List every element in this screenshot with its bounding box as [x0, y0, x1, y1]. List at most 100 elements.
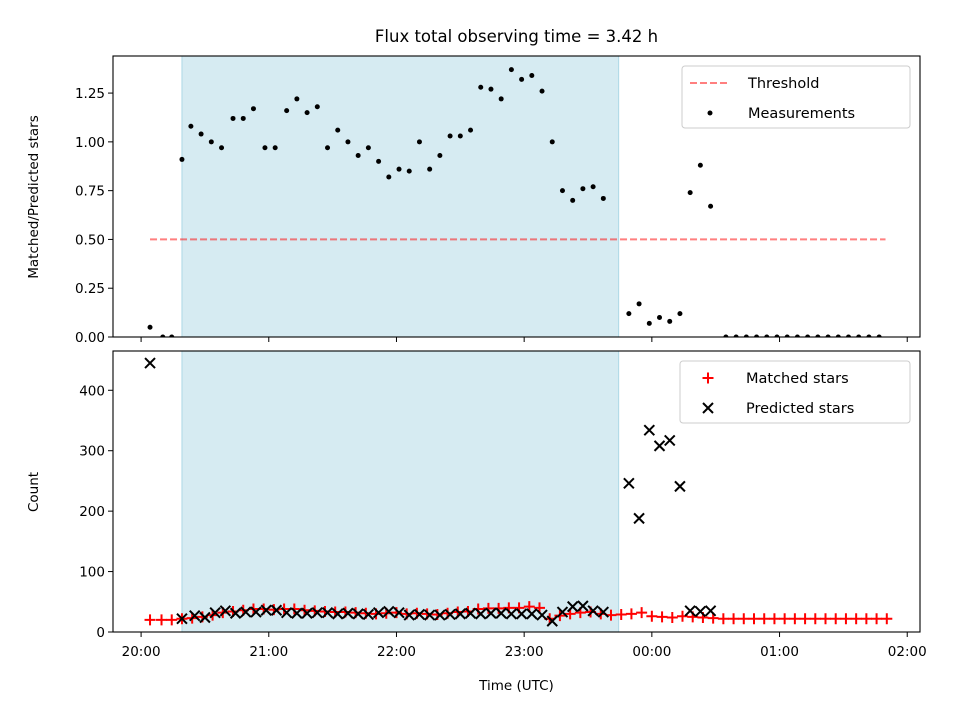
measurement-point	[219, 145, 225, 151]
matched-star-point	[779, 613, 791, 625]
predicted-star-point	[270, 604, 283, 616]
matched-star-point	[860, 613, 872, 625]
matched-star-point	[625, 608, 637, 620]
count-panel: 0 100 200 300 400 20:00 21:00 22:00 23:00 00:00 01…	[79, 350, 927, 660]
measurement-point	[580, 186, 586, 192]
predicted-star-point	[684, 605, 696, 617]
predicted-star-point	[352, 608, 364, 620]
x-tick-label: 00:00	[632, 644, 671, 660]
measurement-point	[667, 318, 673, 324]
measurement-point	[240, 115, 246, 121]
predicted-star-point	[342, 607, 354, 619]
predicted-star-point	[144, 357, 156, 369]
matched-star-point	[166, 614, 178, 626]
measurement-point	[743, 334, 749, 337]
top-y-axis-label: Matched/Predicted stars	[26, 115, 42, 278]
measurement-point	[345, 139, 351, 145]
measurement-point	[147, 324, 153, 330]
predicted-star-point	[623, 477, 635, 490]
measurement-point	[600, 195, 606, 201]
predicted-star-point	[664, 434, 676, 447]
measurement-point	[314, 104, 320, 110]
x-tick-label: 02:00	[888, 644, 927, 660]
legend-matched-swatch	[702, 372, 714, 384]
ratio-panel: 0.00 0.25 0.50 0.75 1.00 1.25 Threshold Measure…	[75, 55, 921, 346]
measurement-point	[529, 73, 535, 79]
y-tick-label: 0.00	[75, 330, 105, 346]
matched-star-point	[840, 613, 852, 625]
matched-star-point	[156, 614, 168, 626]
predicted-star-point	[495, 607, 507, 619]
measurement-point	[179, 156, 185, 162]
predicted-star-point	[280, 606, 293, 619]
matched-star-point	[646, 610, 658, 622]
predicted-star-point	[643, 424, 656, 436]
predicted-star-point	[372, 606, 385, 619]
legend-label: Matched stars	[746, 371, 849, 387]
matched-star-point	[809, 613, 821, 625]
measurement-point	[272, 145, 278, 151]
x-axis-label: Time (UTC)	[478, 678, 554, 694]
measurement-point	[856, 334, 862, 337]
y-tick-label: 0.75	[75, 184, 105, 200]
legend-label: Threshold	[747, 76, 819, 92]
matched-star-point	[656, 611, 668, 623]
measurement-point	[708, 203, 714, 209]
measurement-point	[754, 334, 760, 337]
matched-star-point	[144, 614, 156, 626]
measurement-point	[304, 110, 310, 116]
y-tick-label: 100	[79, 565, 105, 581]
measurement-point	[590, 184, 596, 190]
measurement-point	[230, 115, 236, 121]
measurement-point	[733, 334, 739, 337]
measurement-point	[427, 166, 433, 172]
measurement-point	[636, 301, 642, 307]
measurement-point	[498, 96, 504, 102]
predicted-star-point	[332, 608, 344, 620]
measurement-point	[396, 166, 402, 172]
predicted-star-point	[423, 609, 436, 621]
matched-star-point	[799, 613, 811, 625]
data-layer	[147, 67, 886, 337]
predicted-star-point	[485, 607, 497, 619]
predicted-star-point	[434, 609, 446, 621]
predicted-star-point	[454, 608, 467, 620]
measurement-point	[488, 86, 494, 92]
measurement-point	[805, 334, 811, 337]
x-tick-label: 22:00	[377, 644, 416, 660]
measurement-point	[764, 334, 770, 337]
legend-box	[681, 65, 911, 129]
measurement-point	[262, 145, 268, 151]
measurement-point	[519, 76, 525, 82]
axes-frame	[112, 350, 921, 633]
predicted-star-point	[362, 608, 375, 621]
legend-label: Measurements	[748, 106, 855, 122]
measurement-point	[835, 334, 841, 337]
measurement-point	[815, 334, 821, 337]
measurement-point	[386, 174, 392, 180]
matched-star-point	[728, 613, 740, 625]
predicted-star-point	[260, 604, 272, 616]
predicted-star-point	[505, 608, 518, 620]
measurement-point	[825, 334, 831, 337]
x-tick-label: 01:00	[760, 644, 799, 660]
measurement-point	[549, 139, 555, 145]
measurement-point	[774, 334, 780, 337]
measurement-point	[169, 334, 175, 337]
measurement-point	[294, 96, 300, 102]
predicted-star-point	[189, 609, 201, 622]
matched-star-point	[738, 613, 750, 625]
y-tick-label: 400	[79, 383, 105, 399]
measurement-point	[657, 314, 663, 320]
measurement-point	[626, 311, 632, 317]
predicted-star-point	[515, 608, 528, 620]
x-tick-label: 21:00	[249, 644, 288, 660]
legend-box	[679, 360, 911, 424]
measurement-point	[250, 106, 256, 112]
predicted-star-point	[597, 606, 610, 618]
predicted-star-point	[444, 608, 456, 621]
y-tick-label: 1.25	[75, 86, 105, 102]
measurement-point	[723, 334, 729, 337]
predicted-star-point	[240, 606, 252, 618]
predicted-star-point	[653, 440, 666, 452]
